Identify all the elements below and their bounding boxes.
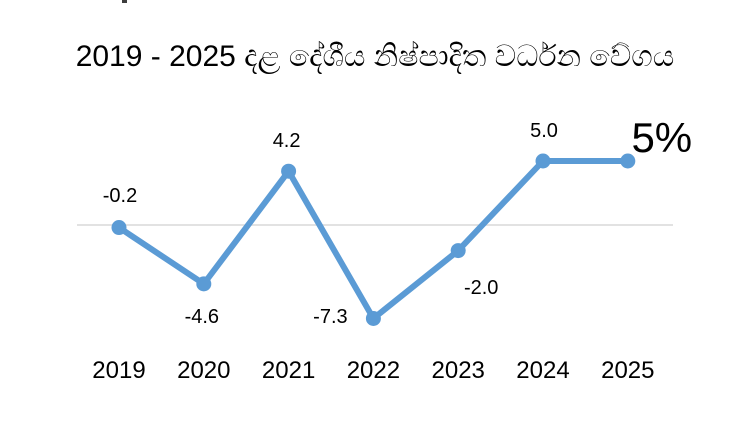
data-point-2020	[196, 276, 212, 292]
x-axis-label-2019: 2019	[92, 357, 146, 384]
x-axis-label-2022: 2022	[346, 357, 401, 384]
x-axis-label-2023: 2023	[431, 357, 485, 384]
growth-rate-line	[116, 158, 631, 322]
data-point-2023	[450, 243, 466, 259]
data-label-2021: 4.2	[272, 130, 301, 153]
data-label-2024: 5.0	[530, 120, 558, 142]
x-axis-label-2021: 2021	[261, 357, 316, 384]
chart-title: 2019 - 2025 දළ දේශීය නිෂ්පාදිත වර්ධන වේග…	[75, 40, 675, 73]
cropped-text-artifact	[122, 0, 127, 3]
x-axis-label-2024: 2024	[516, 357, 570, 384]
data-point-2019	[111, 220, 127, 236]
data-label-2023: -2.0	[463, 276, 499, 299]
data-label-2025: 5%	[631, 114, 693, 161]
data-label-2022: -7.3	[313, 306, 348, 329]
x-axis-label-2025: 2025	[601, 357, 655, 384]
data-label-2020: -4.6	[184, 305, 220, 328]
data-point-2025	[620, 153, 636, 169]
data-point-2021	[281, 163, 297, 179]
data-point-2024	[535, 153, 551, 169]
data-label-2019: -0.2	[102, 184, 138, 207]
data-point-2022	[365, 310, 381, 326]
x-axis-label-2020: 2020	[177, 357, 231, 384]
